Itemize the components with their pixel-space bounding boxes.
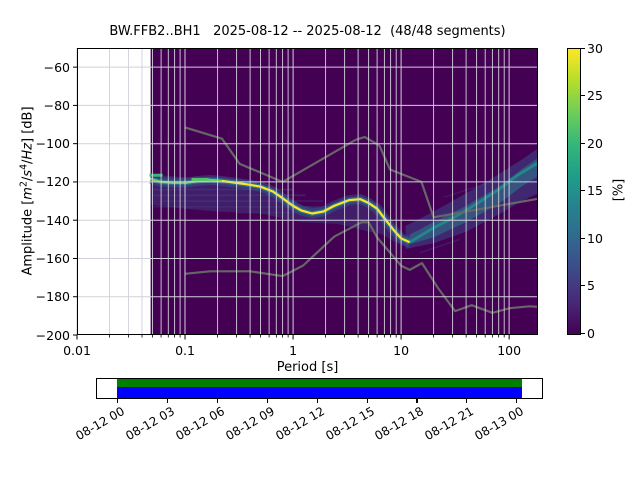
timeline-tick xyxy=(266,398,268,403)
timeline-tick xyxy=(316,398,318,403)
colorbar-tick-label: 5 xyxy=(587,278,595,293)
grid-lines xyxy=(76,48,538,335)
timeline-tick-label: 08-12 06 xyxy=(173,404,227,444)
coverage-bar-blue xyxy=(117,386,522,398)
timeline-tick xyxy=(167,398,169,403)
colorbar-tick-label: 0 xyxy=(587,325,595,341)
colorbar-tick-label: 30 xyxy=(587,40,603,56)
axes-border xyxy=(77,48,538,335)
ppsd-histogram-plot xyxy=(73,48,538,340)
density-band-short-period-diffuse xyxy=(150,174,410,249)
timeline-tick-label: 08-12 03 xyxy=(123,404,178,444)
colorbar-tick-label: 25 xyxy=(587,88,603,103)
colorbar-tick xyxy=(581,95,585,97)
x-axis-label: Period [s] xyxy=(276,360,339,375)
timeline-tick xyxy=(416,398,418,403)
timeline-tick-label: 08-12 15 xyxy=(322,404,377,444)
plot-title: BW.FFB2..BH1 2025-08-12 -- 2025-08-12 (4… xyxy=(109,24,506,39)
x-tick-label: 10 xyxy=(393,343,410,358)
colorbar-tick xyxy=(581,142,585,144)
timeline-tick-label: 08-12 18 xyxy=(372,404,427,444)
colorbar xyxy=(567,48,581,335)
nhnm-curve xyxy=(184,126,538,219)
timeline-tick xyxy=(466,398,468,403)
timeline-tick xyxy=(216,398,219,403)
timeline-tick-label: 08-12 21 xyxy=(422,404,477,444)
timeline-tick-label: 08-12 12 xyxy=(272,404,327,444)
colorbar-tick xyxy=(581,47,585,49)
y-tick-label: −80 xyxy=(43,97,70,113)
timeline-tick xyxy=(117,398,119,403)
x-tick-label: 0.01 xyxy=(63,343,91,358)
density-streak xyxy=(419,238,461,254)
colorbar-tick xyxy=(581,190,585,192)
y-tick-label: −120 xyxy=(35,174,70,190)
colorbar-tick xyxy=(581,237,585,239)
x-tick-label: 1 xyxy=(289,343,298,358)
x-tick-label: 100 xyxy=(497,343,522,358)
coverage-bar-green xyxy=(117,379,522,387)
y-tick-label: −140 xyxy=(35,212,70,228)
x-tick-label: 0.1 xyxy=(175,343,195,358)
colorbar-tick xyxy=(581,285,585,287)
colorbar-tick-label: 15 xyxy=(587,183,603,198)
timeline-tick xyxy=(366,398,368,403)
histogram-layer xyxy=(149,48,538,335)
y-tick-label: −200 xyxy=(35,327,70,343)
coverage-timeline xyxy=(96,378,543,399)
colorbar-tick-label: 20 xyxy=(587,135,603,151)
y-tick-label: −60 xyxy=(43,59,70,75)
y-tick-label: −100 xyxy=(35,136,70,152)
y-tick-label: −160 xyxy=(35,250,70,266)
timeline-tick-label: 08-12 00 xyxy=(73,404,128,444)
timeline-tick-label: 08-12 09 xyxy=(223,404,277,444)
density-streak xyxy=(443,183,486,199)
timeline-tick-label: 08-13 00 xyxy=(472,404,527,444)
timeline-tick xyxy=(516,398,518,403)
colorbar-tick-label: 10 xyxy=(587,230,603,246)
colorbar-label: [%] xyxy=(611,178,627,202)
y-tick-label: −180 xyxy=(35,289,70,305)
colorbar-tick xyxy=(581,332,585,334)
